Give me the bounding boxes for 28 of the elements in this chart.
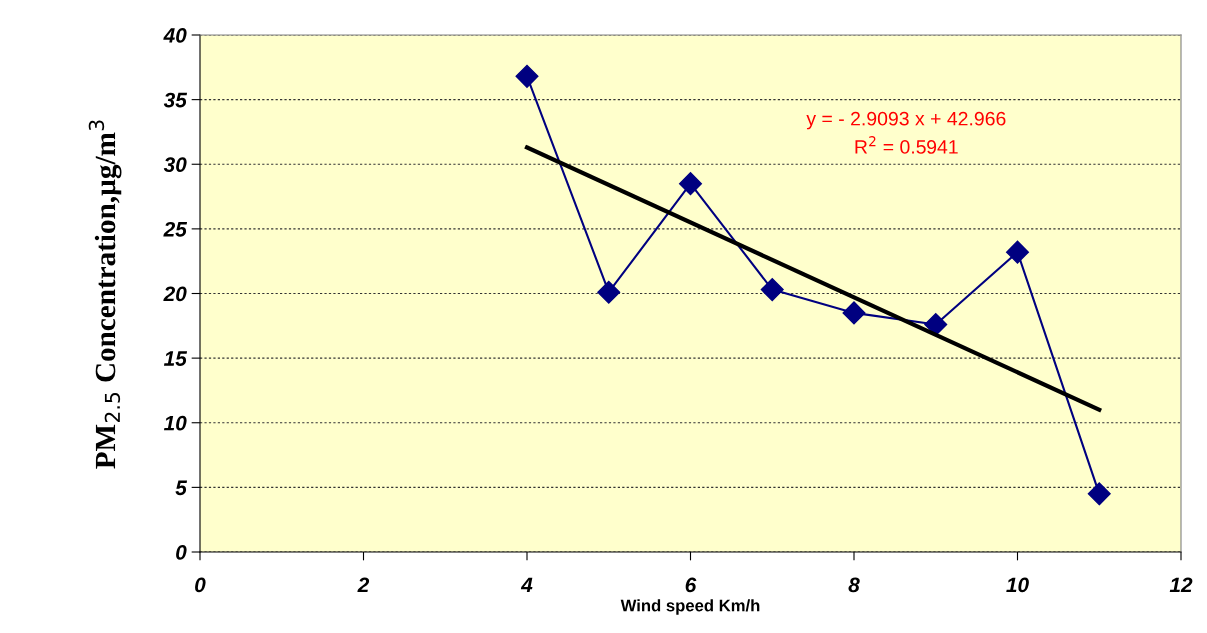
y-tick-label: 10 (163, 415, 187, 431)
x-tick-label: 6 (685, 577, 697, 593)
x-tick-label: 2 (357, 577, 370, 593)
annotation: y = - 2.9093 x + 42.966 (806, 111, 1006, 130)
x-tick-label: 4 (520, 577, 533, 593)
y-tick-label: 5 (175, 480, 188, 496)
point (515, 64, 539, 88)
annotation: R$^{2}$ = 0.5941 (855, 136, 958, 154)
y-tick-label: 20 (163, 286, 187, 302)
point (679, 172, 702, 196)
y-tick-label: 15 (163, 351, 188, 366)
point (1087, 482, 1111, 506)
y-axis-title: PM$_{2.5}$ Concentration,µg/m$^{3}$ (88, 120, 122, 469)
x-tick-label: 10 (1006, 577, 1029, 593)
point (1006, 240, 1029, 264)
x-tick-label: 12 (1169, 577, 1193, 593)
point (924, 313, 948, 337)
y-tick-label: 25 (163, 221, 188, 237)
x-tick-label: 0 (195, 577, 206, 593)
point (760, 278, 784, 302)
y-tick-label: 0 (176, 545, 187, 560)
y-tick-label: 35 (163, 92, 188, 108)
y-tick-label: 40 (163, 28, 187, 43)
y-tick-label: 30 (163, 157, 187, 172)
x-tick-label: 8 (848, 577, 860, 593)
point (597, 280, 621, 304)
x-axis-title: Wind speed Km/h (620, 599, 760, 615)
point (842, 301, 866, 325)
